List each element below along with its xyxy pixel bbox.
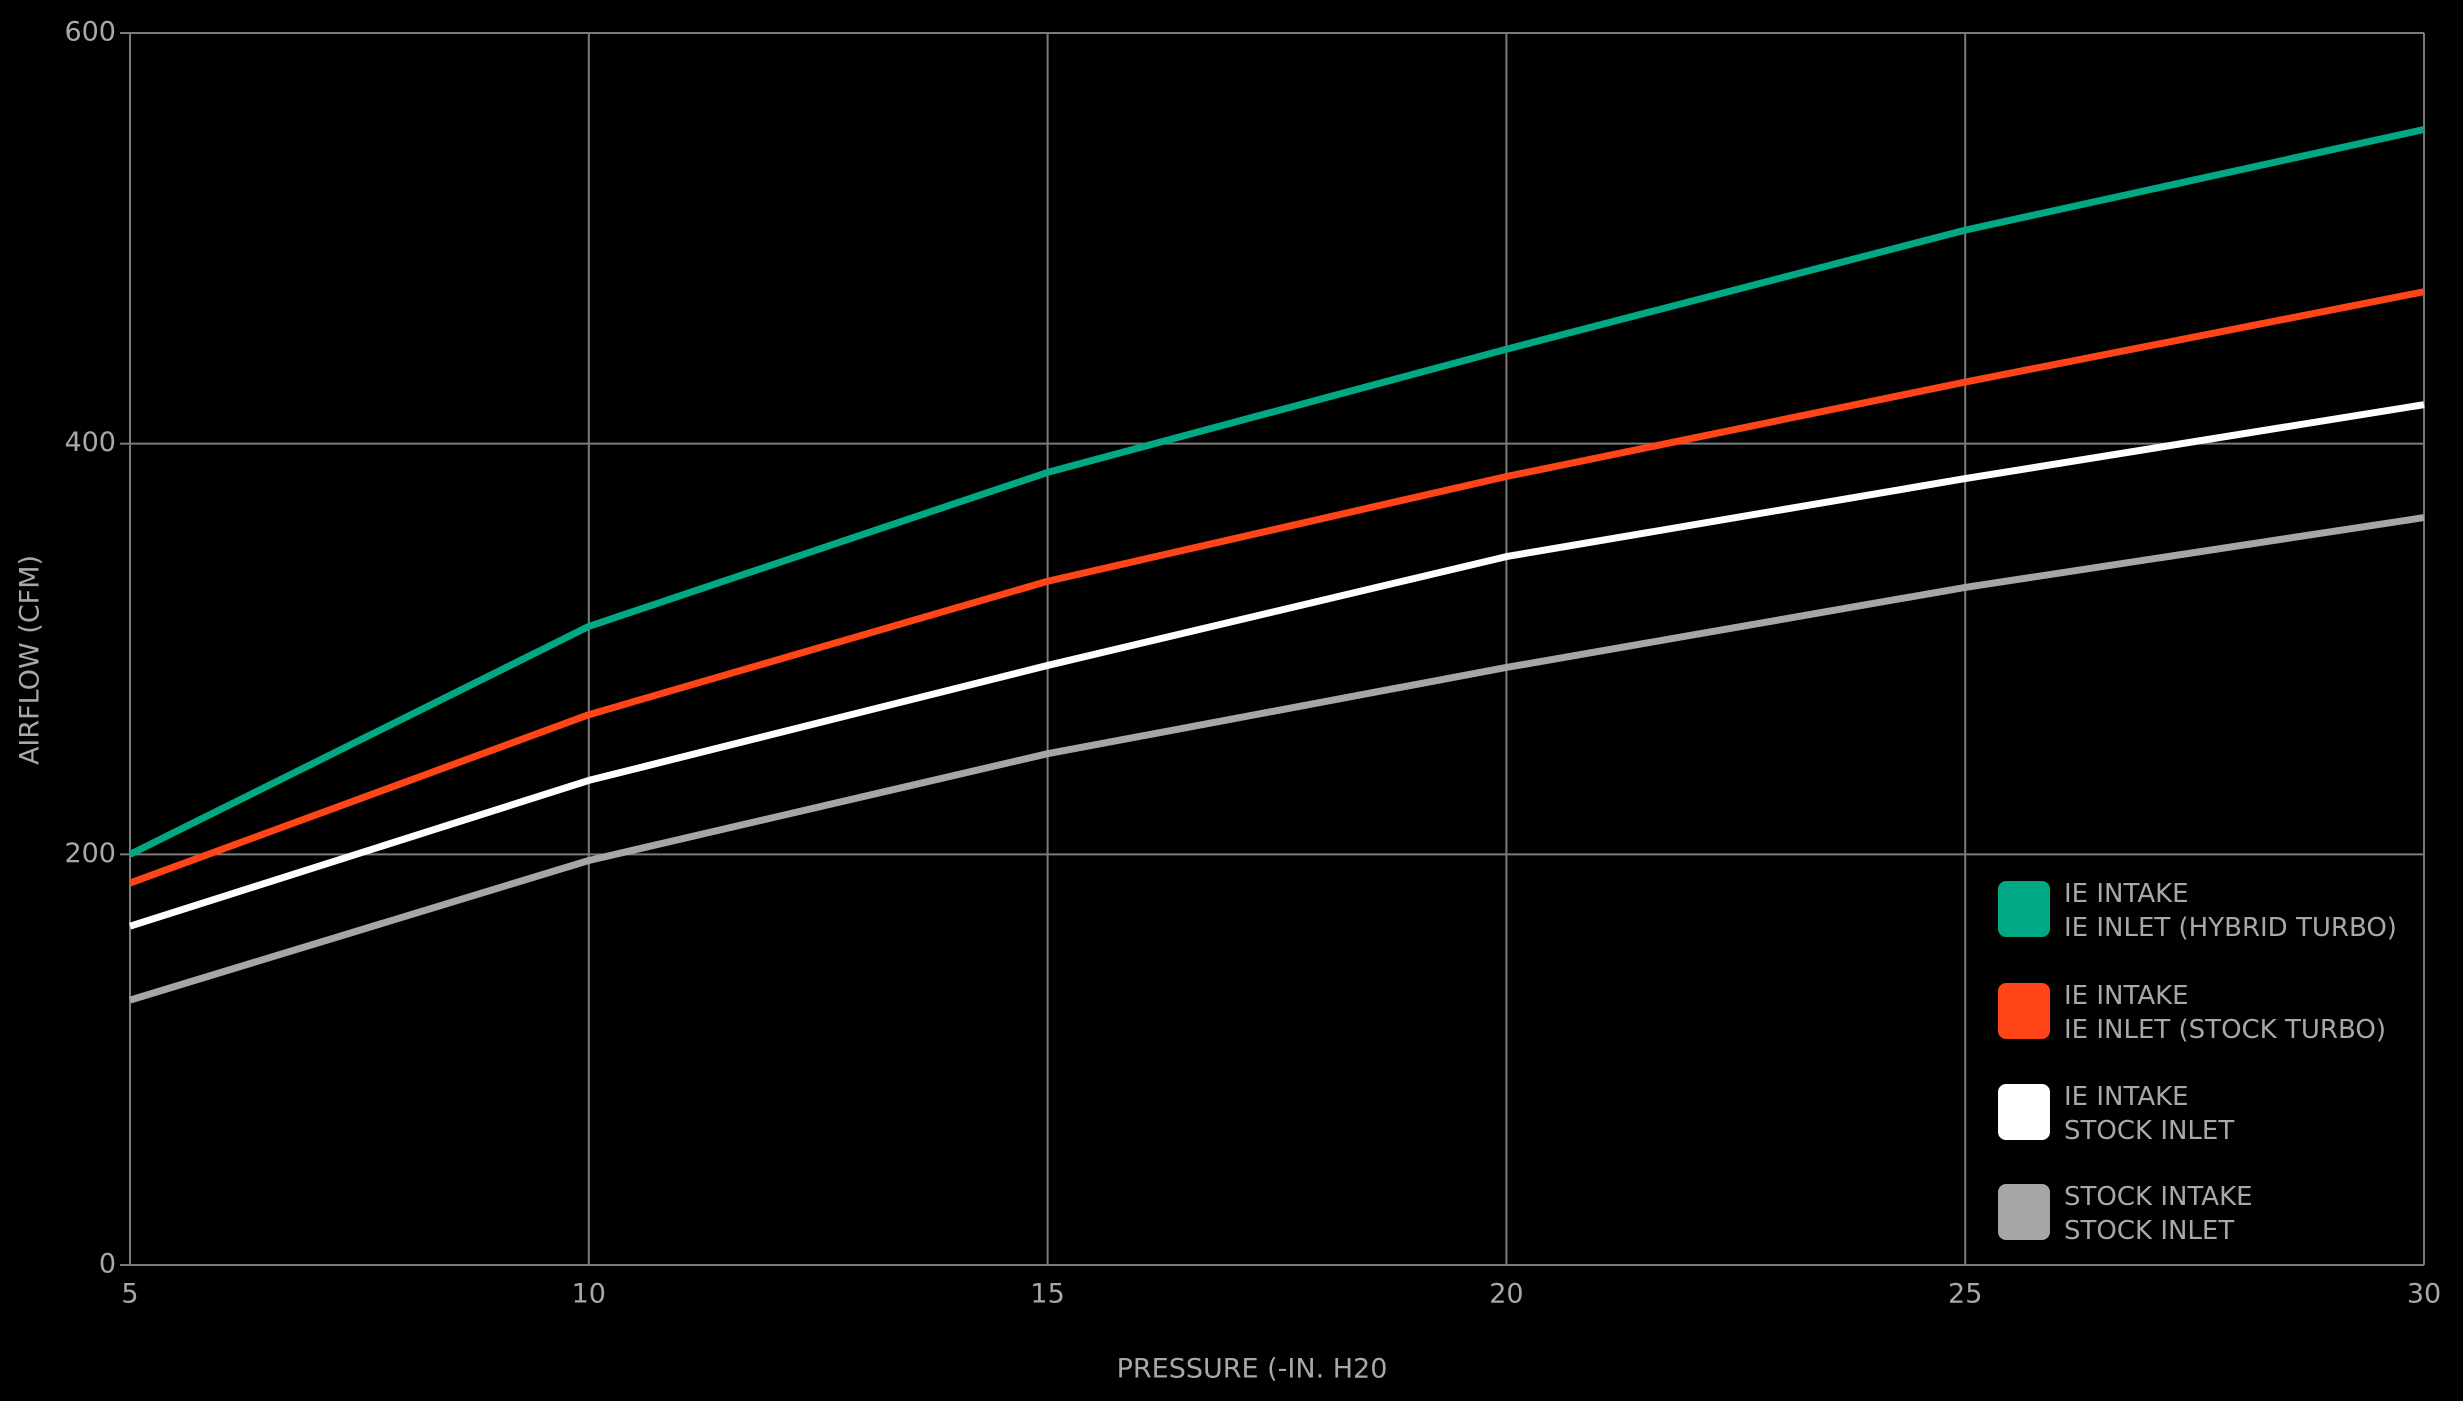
legend-label: STOCK INTAKE STOCK INLET: [2064, 1182, 2253, 1246]
legend-swatch: [1998, 881, 2050, 937]
x-tick-label: 30: [2407, 1279, 2441, 1310]
y-axis-label: AIRFLOW (CFM): [15, 555, 46, 765]
x-tick-label: 25: [1948, 1279, 1982, 1310]
legend-label: IE INTAKE STOCK INLET: [2064, 1082, 2235, 1146]
y-tick-label: 400: [64, 427, 116, 458]
y-tick-label: 600: [64, 17, 116, 48]
series-line: [128, 126, 2425, 858]
series-line: [128, 514, 2425, 1004]
legend-swatch: [1998, 1184, 2050, 1240]
series-line: [128, 401, 2425, 930]
legend-swatch: [1998, 983, 2050, 1039]
x-axis-label: PRESSURE (-IN. H20: [1117, 1354, 1388, 1385]
series-line: [128, 288, 2425, 887]
x-tick-label: 15: [1030, 1279, 1064, 1310]
legend-label: IE INTAKE IE INLET (HYBRID TURBO): [2064, 879, 2397, 943]
legend-label: IE INTAKE IE INLET (STOCK TURBO): [2064, 981, 2386, 1045]
x-tick-label: 5: [121, 1279, 138, 1310]
y-tick-label: 200: [64, 838, 116, 869]
y-tick-label: 0: [99, 1249, 116, 1280]
legend-swatch: [1998, 1084, 2050, 1140]
x-tick-label: 10: [572, 1279, 606, 1310]
x-tick-label: 20: [1489, 1279, 1523, 1310]
